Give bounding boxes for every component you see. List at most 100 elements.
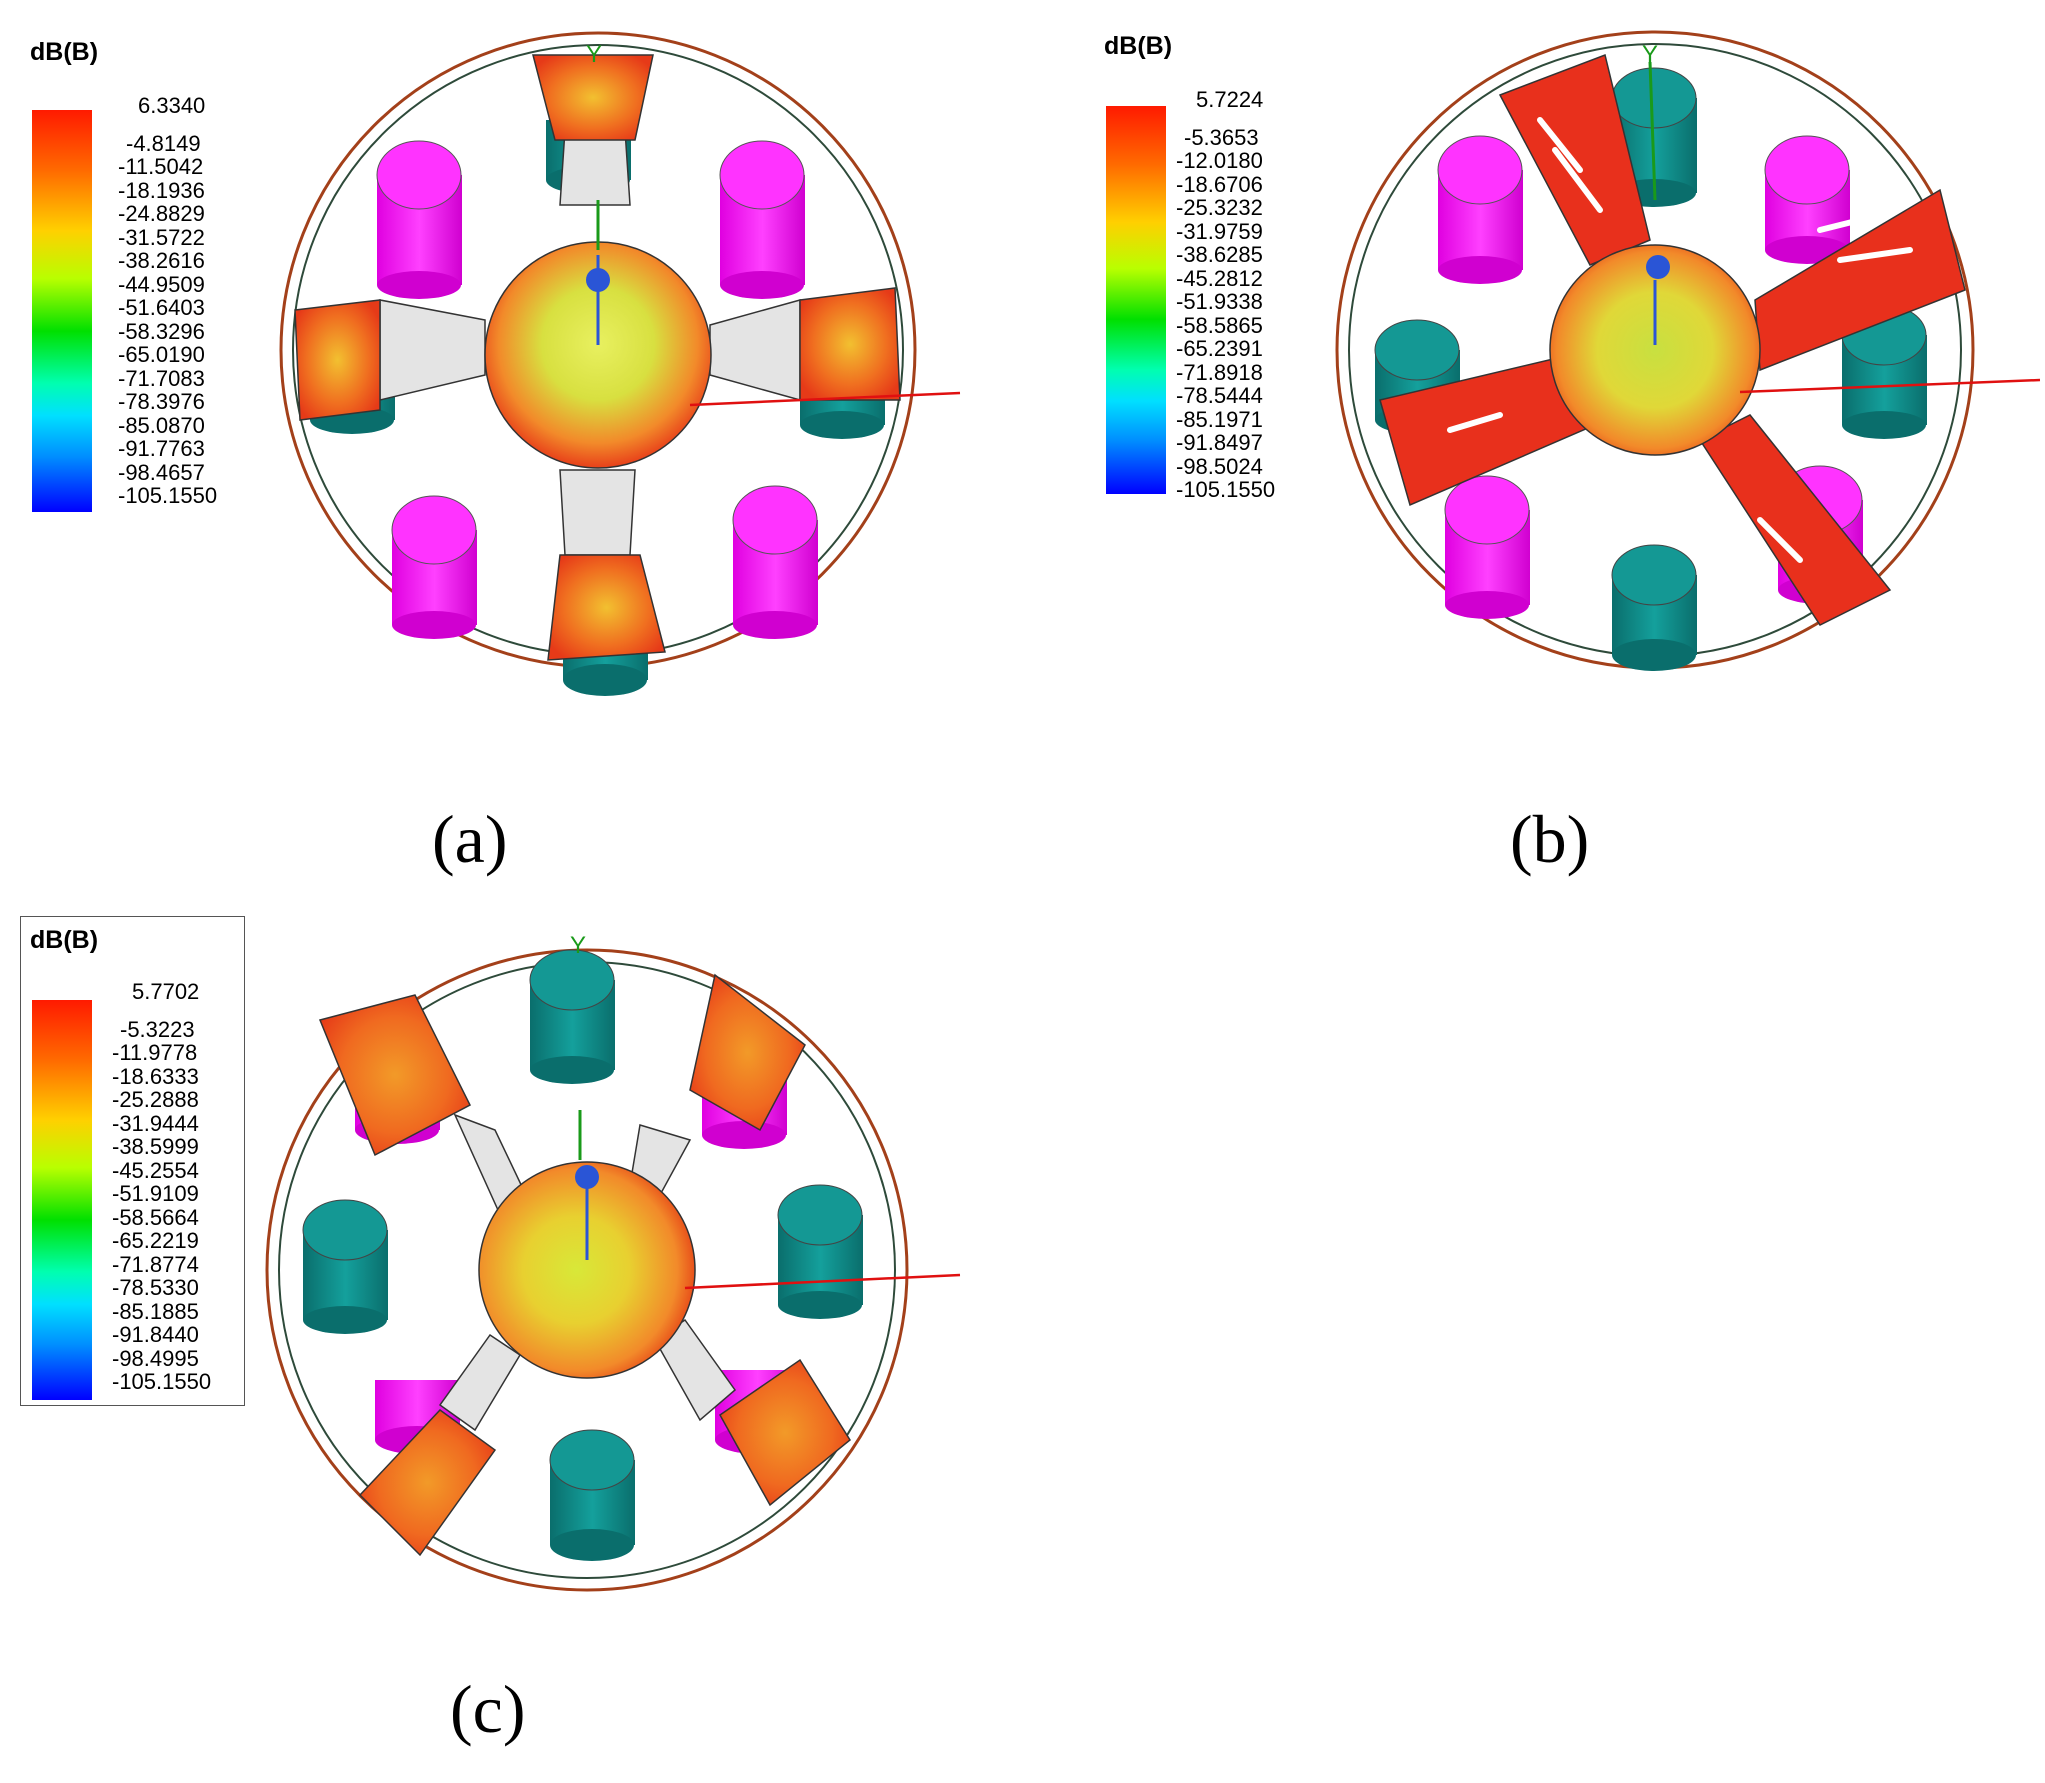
magnet-magenta	[732, 485, 818, 639]
tick-label: -18.1936	[118, 177, 205, 203]
tick-label: -105.1550	[1176, 477, 1276, 502]
y-axis-label: Y	[570, 932, 586, 959]
tick-label: -31.5722	[118, 224, 205, 250]
tick-label: -51.6403	[118, 295, 205, 320]
tick-label: -91.8497	[1176, 430, 1263, 455]
outer-ring	[265, 948, 909, 1592]
legend-title: dB(B)	[30, 926, 99, 954]
magnet-magenta	[1764, 135, 1850, 264]
magnet-teal	[529, 949, 615, 1084]
motor-cross-section-b: Y	[1335, 30, 2041, 671]
caption-b: (b)	[1510, 801, 1590, 877]
tick-label: -78.3976	[118, 389, 205, 414]
tick-label: -78.5330	[112, 1275, 199, 1300]
magnet-magenta	[376, 140, 462, 299]
legend-colorbar	[32, 110, 92, 512]
legend-colorbar	[1106, 106, 1166, 494]
tick-label: -71.8918	[1176, 359, 1263, 385]
tick-label: -18.6333	[112, 1063, 199, 1089]
pole-neck	[438, 1333, 522, 1432]
legend-colorbar	[32, 1000, 92, 1400]
pole-shoe	[547, 554, 666, 661]
y-axis-label: Y	[1642, 41, 1658, 68]
magnet-magenta	[719, 140, 805, 299]
tick-label: -31.9444	[112, 1110, 199, 1136]
panel-c: dB(B) 5.7702 -5.3223 -11.9778 -18.6333 -…	[0, 900, 1000, 1780]
tick-label: -98.4995	[112, 1345, 199, 1371]
tick-label: -58.3296	[118, 318, 205, 344]
tick-label: -31.9759	[1176, 218, 1263, 244]
tick-label: -98.4657	[118, 459, 205, 485]
panel-b: dB(B) 5.7224 -5.3653 -12.0180 -18.6706 -…	[1060, 0, 2045, 880]
x-axis	[1739, 378, 2041, 394]
origin-marker	[1646, 255, 1670, 279]
magnet-teal	[1611, 544, 1697, 671]
magnet-teal	[302, 1199, 388, 1334]
tick-label: -18.6706	[1176, 171, 1263, 197]
tick-label: 6.3340	[138, 93, 206, 118]
tick-label: -4.8149	[126, 130, 201, 156]
tick-label: -85.1971	[1176, 406, 1263, 432]
tick-label: -38.6285	[1176, 242, 1263, 267]
tick-label: 5.7224	[1196, 87, 1264, 112]
motor-cross-section-a: Y	[279, 31, 961, 696]
tick-label: -25.3232	[1176, 195, 1263, 220]
tick-label: -91.7763	[118, 436, 205, 461]
pole-shoe	[294, 299, 381, 421]
tick-label: -44.9509	[118, 271, 205, 297]
tick-label: -78.5444	[1176, 383, 1263, 408]
tick-label: -85.0870	[118, 412, 205, 438]
tick-label: -51.9109	[112, 1181, 199, 1206]
legend-title: dB(B)	[30, 38, 99, 66]
pole-tooth	[1698, 414, 1892, 626]
tick-label: -38.5999	[112, 1134, 199, 1159]
magnet-magenta	[391, 495, 477, 639]
pole-shoe	[719, 1358, 851, 1507]
pole-neck	[709, 299, 801, 401]
tick-label: -71.8774	[112, 1251, 199, 1277]
x-axis	[689, 391, 961, 407]
magnet-magenta	[1444, 475, 1530, 619]
motor-cross-section-c: Y	[265, 932, 961, 1592]
tick-label: -51.9338	[1176, 289, 1263, 314]
y-axis	[1648, 61, 1657, 201]
tick-label: -65.2391	[1176, 336, 1263, 361]
tick-label: -25.2888	[112, 1087, 199, 1112]
tick-label: -5.3223	[120, 1016, 195, 1042]
tick-label: -45.2812	[1176, 265, 1263, 291]
pole-shoe	[318, 994, 471, 1157]
magnet-teal	[777, 1184, 863, 1319]
tick-label: -98.5024	[1176, 453, 1263, 479]
caption-c: (c)	[450, 1671, 526, 1747]
pole-neck	[559, 469, 636, 556]
tick-label: -11.9778	[112, 1040, 198, 1065]
tick-label: -105.1550	[112, 1369, 212, 1394]
tick-label: -5.3653	[1184, 124, 1259, 150]
pole-shoe	[799, 287, 901, 401]
pole-neck	[559, 129, 631, 206]
legend-ticks: 6.3340 -4.8149 -11.5042 -18.1936 -24.882…	[118, 94, 217, 508]
tick-label: -11.5042	[118, 154, 204, 179]
caption-a: (a)	[432, 801, 508, 877]
origin-marker	[575, 1165, 599, 1189]
tick-label: -24.8829	[118, 201, 205, 226]
pole-shoe	[532, 54, 654, 141]
legend-frame	[20, 916, 245, 1406]
tick-label: -105.1550	[118, 483, 218, 508]
tick-label: -12.0180	[1176, 148, 1263, 173]
pole-neck	[379, 299, 486, 401]
legend-title: dB(B)	[1104, 32, 1173, 60]
field-streaks	[1447, 117, 1913, 563]
stator-core	[478, 1161, 696, 1379]
magnet-teal	[549, 1429, 635, 1561]
pole-shoe	[358, 1409, 497, 1557]
tick-label: -58.5664	[112, 1204, 199, 1230]
tick-label: -85.1885	[112, 1298, 199, 1324]
origin-marker	[586, 268, 610, 292]
tick-label: -71.7083	[118, 365, 205, 391]
y-axis-label: Y	[586, 41, 602, 68]
panel-a: dB(B) 6.3340 -4.8149 -11.5042 -18.1936 -…	[0, 0, 1000, 880]
legend-ticks: 5.7224 -5.3653 -12.0180 -18.6706 -25.323…	[1176, 88, 1275, 502]
legend-ticks: 5.7702 -5.3223 -11.9778 -18.6333 -25.288…	[112, 980, 211, 1394]
tick-label: -91.8440	[112, 1322, 199, 1347]
